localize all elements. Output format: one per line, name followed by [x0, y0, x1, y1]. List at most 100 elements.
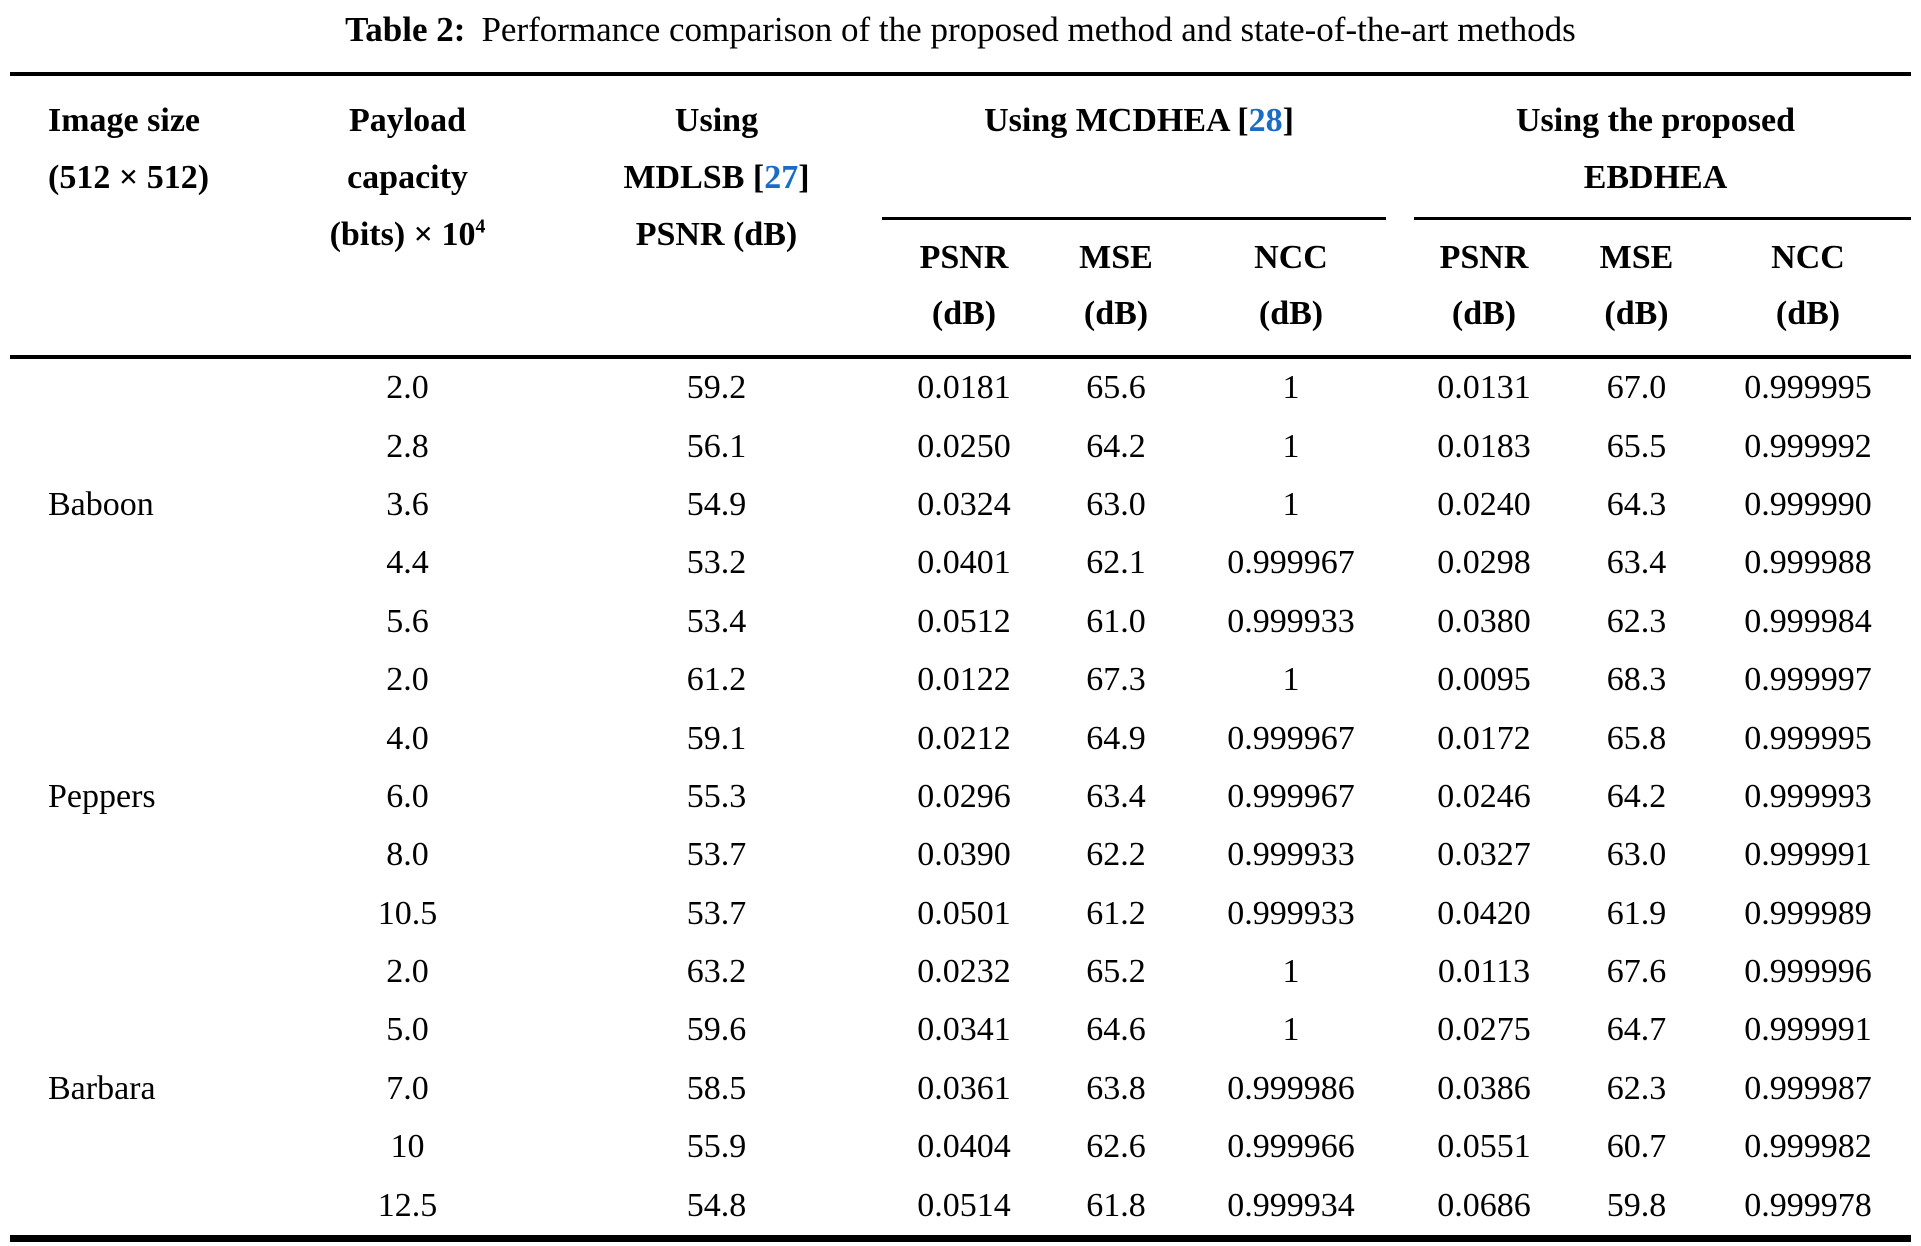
cell-ebdhea-psnr: 0.0275 [1437, 1011, 1531, 1049]
cell-payload-capacity: 2.0 [386, 661, 429, 699]
cell-image-name [10, 826, 260, 884]
cell-mdlsb-psnr: 58.5 [686, 1069, 747, 1107]
cell-ebdhea-psnr: 0.0386 [1437, 1069, 1531, 1107]
header-line: PSNR [919, 239, 1009, 276]
table-row: 4.4 53.2 0.0401 62.1 0.999967 0.0298 63.4 0.999… [10, 534, 1911, 592]
cell-image-name [10, 534, 260, 592]
cell-ebdhea-psnr: 0.0095 [1437, 661, 1531, 699]
cell-mcdhea-ncc: 0.999967 [1227, 719, 1355, 757]
header-line-text: MDLSB [ [623, 159, 765, 196]
table-body: 2.0 59.2 0.0181 65.6 1 0.0131 67.0 0.999995 2.8 5… [10, 357, 1911, 1238]
cell-ebdhea-psnr: 0.0298 [1437, 544, 1531, 582]
cell-mcdhea-mse: 65.2 [1086, 953, 1146, 991]
cell-mcdhea-psnr: 0.0296 [917, 777, 1011, 815]
cell-ebdhea-psnr: 0.0551 [1437, 1128, 1531, 1166]
cell-mdlsb-psnr: 63.2 [686, 953, 747, 991]
cell-ebdhea-ncc: 0.999988 [1744, 544, 1872, 582]
cell-image-name [10, 943, 260, 1001]
cell-mcdhea-ncc: 0.999933 [1227, 894, 1355, 932]
cell-ebdhea-ncc: 0.999992 [1744, 427, 1872, 465]
cell-ebdhea-ncc: 0.999989 [1744, 894, 1872, 932]
cell-ebdhea-psnr: 0.0246 [1437, 777, 1531, 815]
header-line: NCC [1254, 239, 1328, 276]
cell-ebdhea-mse: 62.3 [1606, 602, 1667, 640]
cell-ebdhea-mse: 67.0 [1606, 369, 1667, 407]
subheader-ebdhea-ncc: NCC (dB) [1705, 218, 1911, 359]
cell-payload-capacity: 10 [390, 1128, 425, 1166]
caption-text: Performance comparison of the proposed m… [481, 10, 1576, 49]
cell-image-name [10, 709, 260, 767]
cell-payload-capacity: 2.0 [386, 953, 429, 991]
table-row: 2.0 59.2 0.0181 65.6 1 0.0131 67.0 0.999995 [10, 357, 1911, 417]
header-line: Using MCDHEA [28] [878, 92, 1400, 149]
cell-image-name: Peppers [48, 777, 156, 815]
cell-mcdhea-ncc: 1 [1282, 369, 1300, 407]
cell-image-name [10, 593, 260, 651]
cell-image-name [10, 1001, 260, 1059]
cell-payload-capacity: 8.0 [386, 836, 429, 874]
col-header-payload: Payload capacity (bits) × 104 [260, 74, 555, 359]
group-header-mcdhea: Using MCDHEA [28] [878, 74, 1400, 220]
cell-payload-capacity: 12.5 [377, 1186, 438, 1224]
cell-ebdhea-ncc: 0.999993 [1744, 777, 1872, 815]
cell-mcdhea-ncc: 0.999933 [1227, 602, 1355, 640]
caption-label: Table 2: [345, 10, 466, 49]
cell-mcdhea-psnr: 0.0404 [917, 1128, 1011, 1166]
cell-image-name [10, 885, 260, 943]
cell-payload-capacity: 6.0 [386, 777, 429, 815]
cell-mcdhea-ncc: 0.999966 [1227, 1128, 1355, 1166]
cell-ebdhea-psnr: 0.0240 [1437, 485, 1531, 523]
cell-ebdhea-ncc: 0.999991 [1744, 836, 1872, 874]
cell-mcdhea-psnr: 0.0232 [917, 953, 1011, 991]
group-divider [882, 217, 1386, 220]
cell-image-name: Baboon [48, 485, 154, 523]
subheader-mcdhea-ncc: NCC (dB) [1182, 218, 1400, 359]
cell-ebdhea-ncc: 0.999991 [1744, 1011, 1872, 1049]
header-line: (dB) [931, 295, 997, 332]
header-line: Using the proposed [1516, 102, 1795, 139]
subheader-mcdhea-mse: MSE (dB) [1050, 218, 1182, 359]
cell-ebdhea-mse: 65.8 [1606, 719, 1667, 757]
cell-mcdhea-ncc: 1 [1282, 485, 1300, 523]
cell-mcdhea-mse: 61.2 [1086, 894, 1146, 932]
cell-ebdhea-mse: 64.3 [1606, 485, 1667, 523]
table-row: 12.5 54.8 0.0514 61.8 0.999934 0.0686 59.8 0.99… [10, 1176, 1911, 1238]
header-line: EBDHEA [1583, 159, 1728, 196]
cell-mdlsb-psnr: 56.1 [686, 427, 747, 465]
citation-28[interactable]: 28 [1248, 102, 1283, 139]
header-line: (512 × 512) [48, 159, 210, 196]
cell-mcdhea-psnr: 0.0324 [917, 485, 1011, 523]
table-row: 10 55.9 0.0404 62.6 0.999966 0.0551 60.7 0.9999… [10, 1118, 1911, 1176]
table-row: 5.0 59.6 0.0341 64.6 1 0.0275 64.7 0.999991 [10, 1001, 1911, 1059]
cell-mcdhea-mse: 64.9 [1086, 719, 1146, 757]
cell-mcdhea-psnr: 0.0181 [917, 369, 1011, 407]
header-line-text: ] [798, 159, 810, 196]
cell-payload-capacity: 4.4 [386, 544, 429, 582]
header-line: (dB) [1083, 295, 1149, 332]
group-divider [1414, 217, 1911, 220]
cell-mcdhea-ncc: 1 [1282, 1011, 1300, 1049]
cell-payload-capacity: 4.0 [386, 719, 429, 757]
cell-ebdhea-psnr: 0.0686 [1437, 1186, 1531, 1224]
cell-mdlsb-psnr: 53.7 [686, 836, 747, 874]
cell-ebdhea-mse: 64.7 [1606, 1011, 1667, 1049]
cell-payload-capacity: 2.8 [386, 427, 429, 465]
citation-27[interactable]: 27 [764, 159, 799, 196]
cell-mdlsb-psnr: 61.2 [686, 661, 747, 699]
table-row: 2.8 56.1 0.0250 64.2 1 0.0183 65.5 0.999992 [10, 417, 1911, 475]
cell-ebdhea-ncc: 0.999984 [1744, 602, 1872, 640]
cell-image-name [10, 357, 260, 417]
header-line: MSE [1079, 239, 1153, 276]
cell-ebdhea-psnr: 0.0327 [1437, 836, 1531, 874]
header-line-text: Using MCDHEA [ [984, 102, 1249, 139]
cell-payload-capacity: 5.0 [386, 1011, 429, 1049]
cell-payload-capacity: 7.0 [386, 1069, 429, 1107]
cell-mcdhea-ncc: 1 [1282, 661, 1300, 699]
cell-ebdhea-psnr: 0.0172 [1437, 719, 1531, 757]
cell-mcdhea-psnr: 0.0250 [917, 427, 1011, 465]
cell-mcdhea-psnr: 0.0390 [917, 836, 1011, 874]
cell-mdlsb-psnr: 53.7 [686, 894, 747, 932]
cell-mdlsb-psnr: 55.3 [686, 777, 747, 815]
cell-mcdhea-mse: 62.2 [1086, 836, 1146, 874]
table-row: 8.0 53.7 0.0390 62.2 0.999933 0.0327 63.0 0.999… [10, 826, 1911, 884]
